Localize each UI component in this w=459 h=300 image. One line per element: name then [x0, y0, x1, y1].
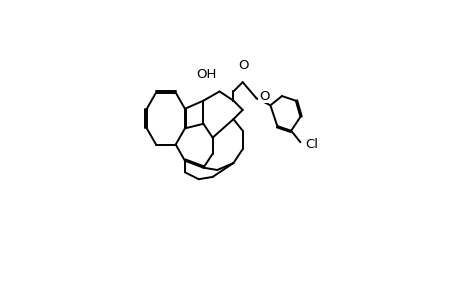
Text: O: O — [238, 59, 248, 72]
Text: O: O — [258, 90, 269, 103]
Text: OH: OH — [196, 68, 217, 81]
Text: Cl: Cl — [304, 138, 317, 151]
